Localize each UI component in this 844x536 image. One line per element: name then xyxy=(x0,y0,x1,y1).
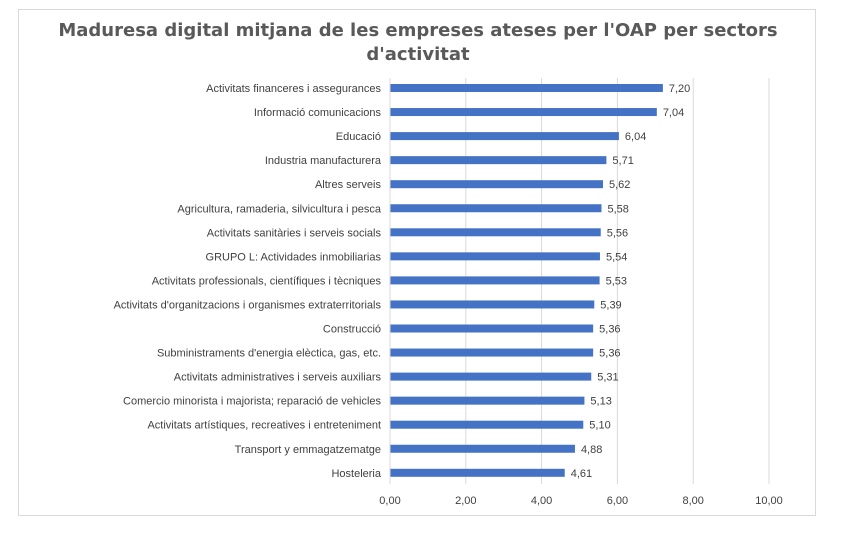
data-label: 5,36 xyxy=(599,324,620,336)
data-label: 5,13 xyxy=(590,396,611,408)
category-label: GRUPO L: Actividades inmobiliarias xyxy=(206,251,382,263)
data-label: 6,04 xyxy=(625,131,646,143)
category-label: Educació xyxy=(336,131,381,143)
bar-13 xyxy=(390,396,585,405)
data-label: 7,04 xyxy=(663,107,684,119)
category-label: Industria manufacturera xyxy=(265,155,382,167)
data-label: 5,62 xyxy=(609,179,630,191)
bar-6 xyxy=(390,228,601,237)
data-label: 5,53 xyxy=(606,275,627,287)
category-label: Hosteleria xyxy=(331,468,381,480)
bar-2 xyxy=(390,132,619,141)
chart-title: Maduresa digital mitjana de les empreses… xyxy=(0,19,836,67)
category-label: Activitats administratives i serveis aux… xyxy=(174,372,382,384)
chart-title-line-2: d'activitat xyxy=(366,44,470,65)
x-tick-label: 2,00 xyxy=(455,495,476,507)
bar-14 xyxy=(390,420,584,429)
category-label: Activitats professionals, científiques i… xyxy=(152,275,382,287)
bar-3 xyxy=(390,156,607,165)
category-label: Activitats sanitàries i serveis socials xyxy=(207,227,382,239)
category-label: Construcció xyxy=(323,324,381,336)
data-label: 5,39 xyxy=(600,299,621,311)
bar-15 xyxy=(390,444,575,453)
bar-9 xyxy=(390,300,595,309)
category-label: Activitats financeres i assegurances xyxy=(206,83,381,95)
category-label: Agricultura, ramaderia, silvicultura i p… xyxy=(177,203,381,215)
category-label: Activitats artístiques, recreatives i en… xyxy=(147,420,381,432)
bar-1 xyxy=(390,108,657,117)
data-label: 5,71 xyxy=(612,155,633,167)
category-label: Subministraments d'energia elèctica, gas… xyxy=(157,348,381,360)
data-label: 5,10 xyxy=(589,420,610,432)
bar-7 xyxy=(390,252,600,261)
data-label: 7,20 xyxy=(669,83,690,95)
category-label: Activitats d'organitzacions i organismes… xyxy=(114,299,382,311)
data-label: 4,88 xyxy=(581,444,602,456)
data-label: 4,61 xyxy=(571,468,592,480)
category-label: Transport y emmagatzematge xyxy=(235,444,381,456)
data-label: 5,36 xyxy=(599,348,620,360)
data-label: 5,54 xyxy=(606,251,627,263)
data-label: 5,56 xyxy=(607,227,628,239)
x-tick-label: 0,00 xyxy=(379,495,400,507)
chart-area xyxy=(18,9,816,516)
bar-8 xyxy=(390,276,600,285)
bar-4 xyxy=(390,180,603,189)
data-label: 5,31 xyxy=(597,372,618,384)
data-label: 5,58 xyxy=(607,203,628,215)
chart-title-line-1: Maduresa digital mitjana de les empreses… xyxy=(58,20,778,41)
category-label: Comercio minorista i majorista; reparaci… xyxy=(123,396,381,408)
category-label: Informació comunicacions xyxy=(254,107,382,119)
x-tick-label: 8,00 xyxy=(682,495,703,507)
bar-12 xyxy=(390,372,592,381)
bar-5 xyxy=(390,204,602,213)
x-tick-label: 6,00 xyxy=(607,495,628,507)
x-tick-label: 10,00 xyxy=(755,495,783,507)
x-tick-label: 4,00 xyxy=(531,495,552,507)
bar-16 xyxy=(390,468,565,477)
bar-11 xyxy=(390,348,594,357)
category-label: Altres serveis xyxy=(315,179,382,191)
bar-0 xyxy=(390,84,663,92)
bar-10 xyxy=(390,324,594,333)
